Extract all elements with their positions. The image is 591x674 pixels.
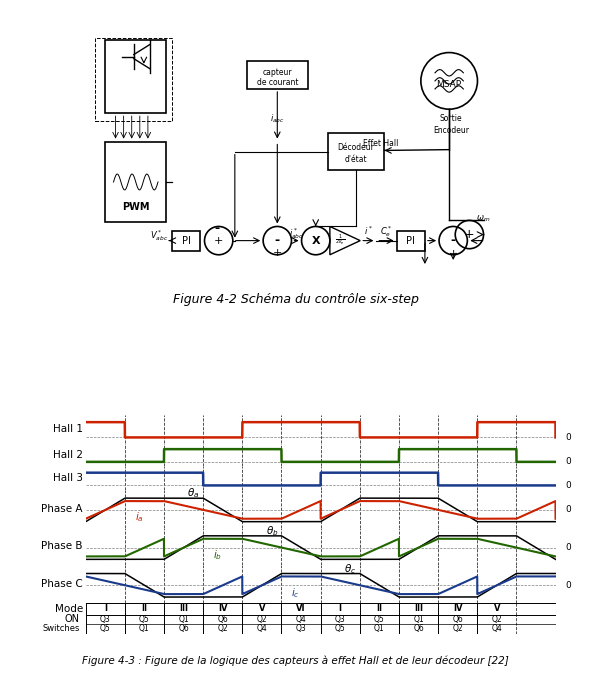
Text: ON: ON xyxy=(65,615,80,624)
Text: Q4: Q4 xyxy=(492,624,502,633)
Text: Q6: Q6 xyxy=(452,615,463,624)
Text: -: - xyxy=(451,234,456,247)
Text: Sortie: Sortie xyxy=(440,115,463,123)
Text: $C_e^*$: $C_e^*$ xyxy=(381,224,393,239)
Text: $\frac{1}{2k_e}$: $\frac{1}{2k_e}$ xyxy=(335,233,345,248)
Y-axis label: Hall 2: Hall 2 xyxy=(53,450,83,460)
Text: Q6: Q6 xyxy=(178,624,189,633)
Text: X: X xyxy=(311,236,320,245)
Text: Q5: Q5 xyxy=(139,615,150,624)
Text: IV: IV xyxy=(218,605,228,613)
Text: -: - xyxy=(275,234,280,247)
Y-axis label: Mode: Mode xyxy=(54,604,83,614)
Text: IV: IV xyxy=(453,605,462,613)
Text: 0: 0 xyxy=(566,506,571,514)
Bar xyxy=(105,40,166,113)
Text: I: I xyxy=(104,605,107,613)
Text: 0: 0 xyxy=(566,433,571,442)
Text: Q2: Q2 xyxy=(452,624,463,633)
Text: Q6: Q6 xyxy=(217,615,228,624)
Text: $\theta_c$: $\theta_c$ xyxy=(344,561,356,576)
Text: +: + xyxy=(464,228,475,241)
Text: MSAP: MSAP xyxy=(437,80,462,90)
Text: +: + xyxy=(449,249,458,259)
Text: 0: 0 xyxy=(566,543,571,552)
Text: $\theta_a$: $\theta_a$ xyxy=(187,487,200,500)
Text: d'état: d'état xyxy=(345,155,368,164)
Text: Décodeur: Décodeur xyxy=(337,143,375,152)
Text: capteur: capteur xyxy=(262,68,292,78)
Text: VI: VI xyxy=(296,605,306,613)
Text: Q1: Q1 xyxy=(178,615,189,624)
Bar xyxy=(247,61,308,89)
Text: Q5: Q5 xyxy=(374,615,385,624)
Y-axis label: Phase B: Phase B xyxy=(41,541,83,551)
Text: PWM: PWM xyxy=(122,202,150,212)
Text: $i^*$: $i^*$ xyxy=(364,224,373,237)
Text: $i_{abc}^*$: $i_{abc}^*$ xyxy=(290,226,304,241)
Text: V: V xyxy=(259,605,265,613)
Text: Q4: Q4 xyxy=(256,624,267,633)
Bar xyxy=(328,133,385,170)
Text: I: I xyxy=(339,605,342,613)
Text: III: III xyxy=(179,605,188,613)
Text: Q2: Q2 xyxy=(217,624,228,633)
Text: II: II xyxy=(141,605,147,613)
Text: $V_{abc}^*$: $V_{abc}^*$ xyxy=(150,228,168,243)
Text: +: + xyxy=(272,248,282,257)
Text: $i_{abc}$: $i_{abc}$ xyxy=(270,113,285,125)
Y-axis label: Phase A: Phase A xyxy=(41,503,83,514)
Text: III: III xyxy=(414,605,423,613)
Text: de courant: de courant xyxy=(256,78,298,88)
Y-axis label: Phase C: Phase C xyxy=(41,579,83,589)
Text: Q3: Q3 xyxy=(335,615,346,624)
Text: PI: PI xyxy=(407,236,415,245)
Text: Q5: Q5 xyxy=(335,624,346,633)
Text: $i_a$: $i_a$ xyxy=(135,510,144,524)
Text: Q5: Q5 xyxy=(100,624,111,633)
Text: Q2: Q2 xyxy=(256,615,267,624)
Text: Effet Hall: Effet Hall xyxy=(363,139,398,148)
Bar xyxy=(397,231,425,251)
Bar xyxy=(95,38,172,121)
Text: PI: PI xyxy=(182,236,191,245)
Text: Q1: Q1 xyxy=(374,624,385,633)
Text: Q1: Q1 xyxy=(413,615,424,624)
Text: +: + xyxy=(214,236,223,245)
Text: 0: 0 xyxy=(566,481,571,490)
Text: -: - xyxy=(214,222,219,235)
Text: Switches: Switches xyxy=(43,624,80,634)
Text: Q4: Q4 xyxy=(296,615,306,624)
Text: 0: 0 xyxy=(566,458,571,466)
Text: Q3: Q3 xyxy=(296,624,306,633)
Bar xyxy=(105,142,166,222)
Text: $\omega_m$: $\omega_m$ xyxy=(476,214,491,224)
Text: II: II xyxy=(376,605,382,613)
Text: $i_b$: $i_b$ xyxy=(213,548,222,562)
Y-axis label: Hall 3: Hall 3 xyxy=(53,473,83,483)
Text: $\theta_b$: $\theta_b$ xyxy=(266,524,278,538)
Y-axis label: Hall 1: Hall 1 xyxy=(53,424,83,433)
Text: Q2: Q2 xyxy=(492,615,502,624)
Text: Q3: Q3 xyxy=(100,615,111,624)
Text: Q6: Q6 xyxy=(413,624,424,633)
Bar xyxy=(172,231,200,251)
Text: V: V xyxy=(493,605,500,613)
Text: Encodeur: Encodeur xyxy=(433,127,469,135)
Text: Q1: Q1 xyxy=(139,624,150,633)
Text: 0: 0 xyxy=(566,581,571,590)
Text: Figure 4-2 Schéma du contrôle six-step: Figure 4-2 Schéma du contrôle six-step xyxy=(173,293,418,306)
Text: Figure 4-3 : Figure de la logique des capteurs à effet Hall et de leur décodeur : Figure 4-3 : Figure de la logique des ca… xyxy=(82,655,509,666)
Text: $i_c$: $i_c$ xyxy=(291,586,300,600)
